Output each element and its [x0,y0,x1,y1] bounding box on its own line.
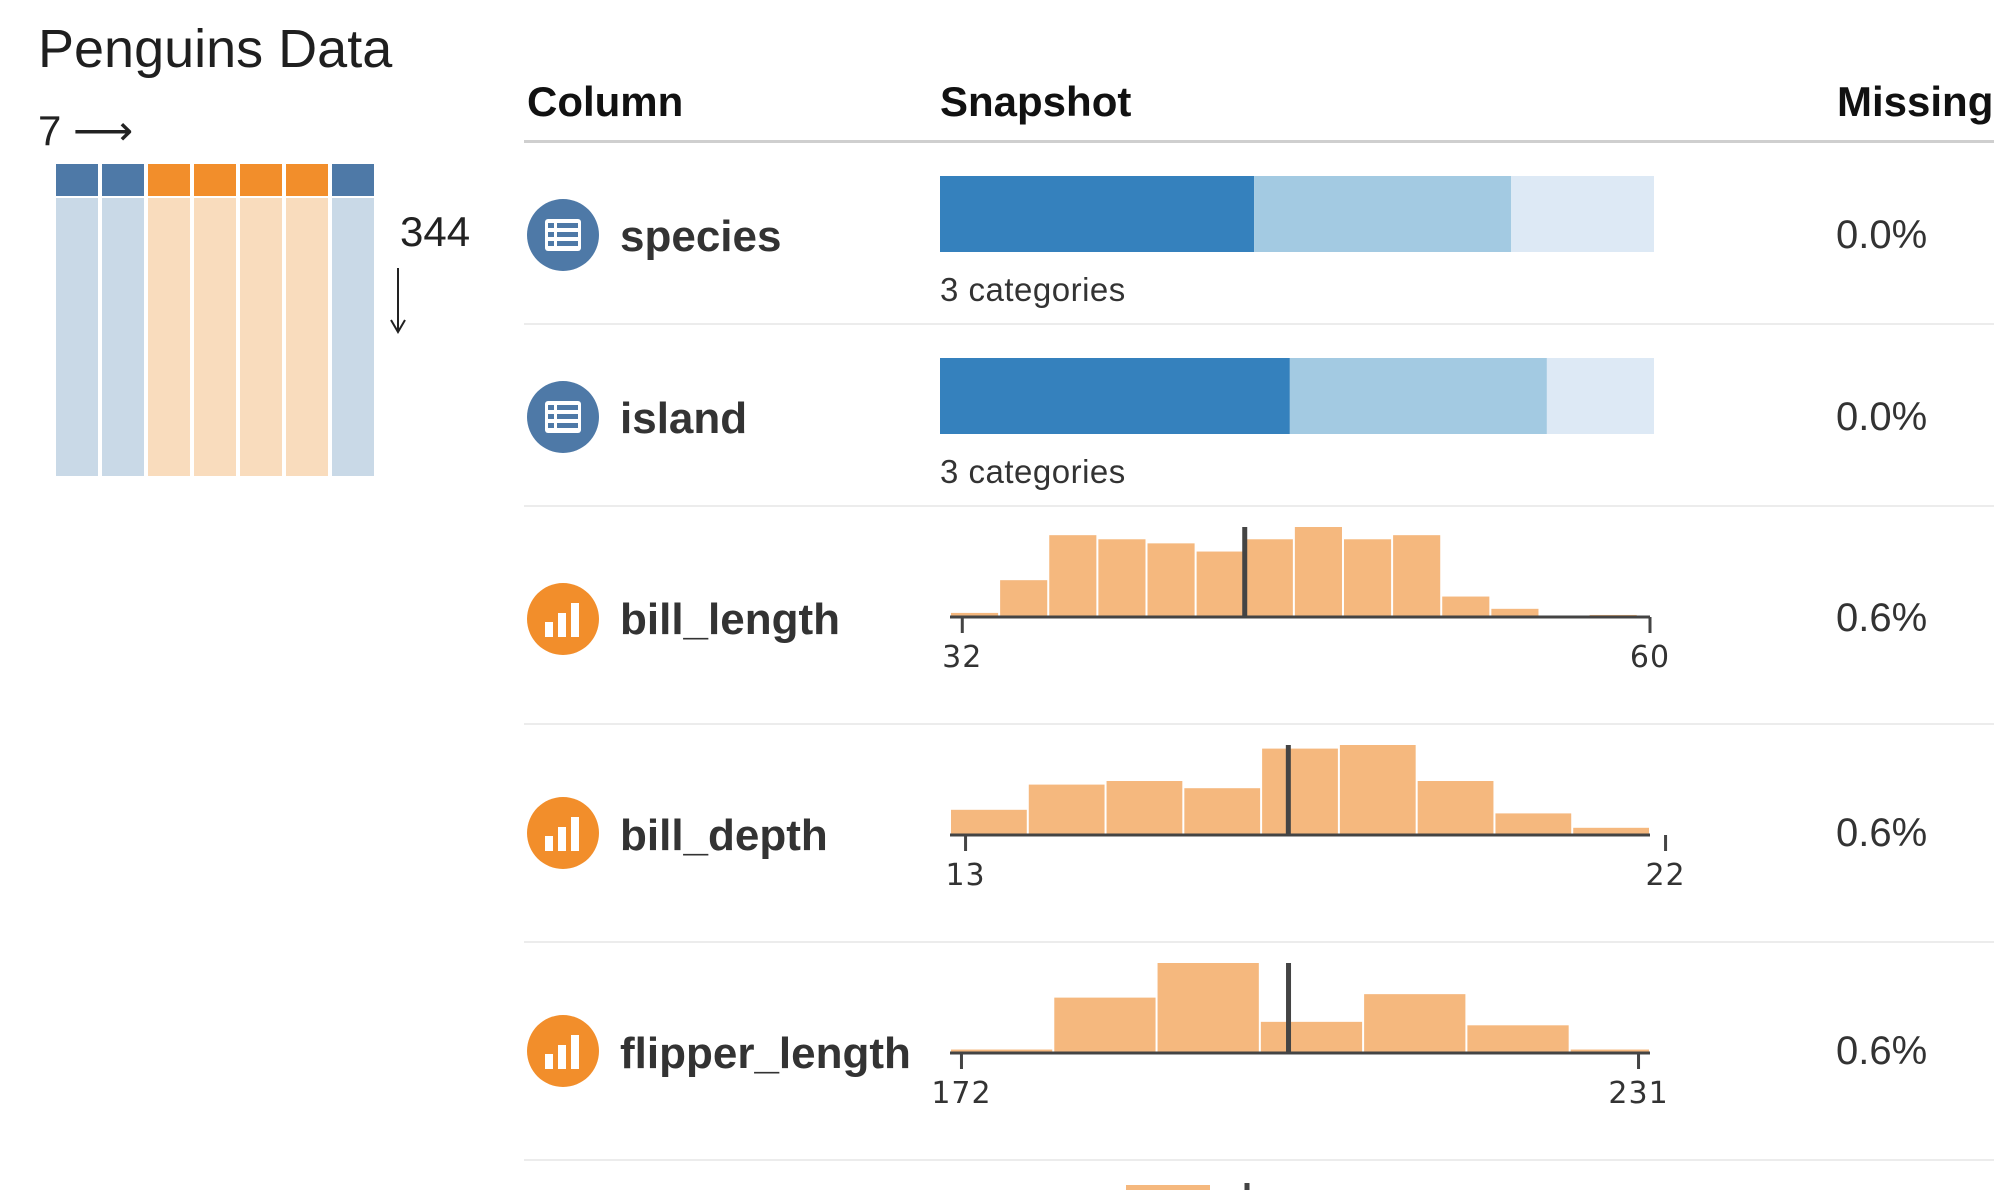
category-segment[interactable] [940,358,1290,434]
down-arrow-head [390,319,406,334]
histogram-bar[interactable] [1098,539,1146,617]
table-row[interactable]: bill_depth 13 22 0.6% [0,725,1994,941]
row-divider [524,1159,1994,1161]
table-row[interactable]: island 3 categories 0.0% [0,325,1994,505]
column-count: 7 ⟶ [38,106,133,155]
histogram: 32 60 [942,527,1670,675]
histogram-bar[interactable] [1467,1025,1569,1053]
x-tick-label: 13 [945,858,985,893]
overview-column-header-categorical [56,164,98,196]
histogram-bar[interactable] [951,612,999,617]
overview-column-body-categorical [56,198,98,476]
row-divider [524,323,1994,325]
overview-column-body-categorical [332,198,374,476]
histogram-bar[interactable] [1442,596,1490,617]
histogram-bar[interactable] [1049,535,1097,617]
histogram-bar[interactable] [1157,963,1259,1053]
overview-column-body-numeric [148,198,190,476]
category-segment[interactable] [1289,358,1547,434]
histogram-bar[interactable] [1147,543,1195,617]
missing-percent: 0.0% [1836,213,1928,257]
table-row[interactable]: flipper_length 172 231 0.6% [0,943,1994,1159]
category-segment[interactable] [1254,176,1512,252]
histogram-bar-partial [1126,1185,1210,1190]
histogram-bar[interactable] [1028,784,1105,835]
overview-column-body-numeric [194,198,236,476]
histogram-bar[interactable] [1245,539,1293,617]
row-divider [524,723,1994,725]
histogram-bar[interactable] [1495,813,1572,835]
column-header[interactable]: Column [527,78,684,125]
category-segment[interactable] [1546,358,1654,434]
row-divider [524,941,1994,943]
x-tick-label: 22 [1645,858,1685,893]
list-icon [527,199,599,271]
overview-column-header-numeric [148,164,190,196]
x-tick-label: 172 [931,1076,991,1111]
histogram-bar[interactable] [1262,748,1338,835]
overview-column-header-numeric [286,164,328,196]
histogram-bar[interactable] [1000,580,1048,617]
row-count-value: 344 [400,208,471,255]
table-row[interactable]: bill_length 32 60 0.6% [0,507,1994,723]
overview-column-body-categorical [102,198,144,476]
header-divider [524,140,1994,143]
histogram-bar[interactable] [1339,745,1416,835]
column-name: species [620,212,782,261]
missing-percent: 0.6% [1836,811,1928,855]
overview-column-header-numeric [194,164,236,196]
histogram-bar[interactable] [951,809,1027,835]
histogram-bar[interactable] [1417,781,1494,835]
x-tick-label: 231 [1608,1076,1668,1111]
list-icon [527,381,599,453]
overview-column-header-categorical [102,164,144,196]
histogram-bar[interactable] [1196,551,1244,617]
missing-percent: 0.0% [1836,395,1928,439]
category-segment[interactable] [940,176,1255,252]
category-bar-chart [940,358,1654,434]
histogram-bar[interactable] [1294,527,1342,617]
histogram-bar[interactable] [1364,994,1466,1053]
histogram-bar[interactable] [1573,827,1649,835]
histogram-bar[interactable] [1106,781,1183,835]
column-name: island [620,394,748,443]
snapshot-header[interactable]: Snapshot [940,78,1132,125]
histogram-bar[interactable] [951,1049,1053,1053]
histogram-bar[interactable] [1491,608,1539,617]
missing-percent: 0.6% [1836,596,1928,640]
row-divider [524,505,1994,507]
category-bar-chart [940,176,1654,252]
missing-header[interactable]: Missing [1837,78,1994,125]
histogram: 13 22 [945,745,1685,893]
overview-column-body-numeric [240,198,282,476]
histogram-bar[interactable] [1054,997,1156,1053]
overview-column-body-numeric [286,198,328,476]
category-segment[interactable] [1511,176,1654,252]
histogram: 172 231 [931,963,1668,1111]
x-tick-label: 32 [942,640,982,675]
category-count: 3 categories [940,271,1126,308]
overview-column-header-numeric [240,164,282,196]
column-name: flipper_length [620,1029,911,1078]
table-row[interactable]: species 3 categories 0.0% [0,143,1994,323]
page-title: Penguins Data [38,19,393,79]
bar-chart-icon [527,583,599,655]
overview-column-header-categorical [332,164,374,196]
category-count: 3 categories [940,453,1126,490]
histogram-bar[interactable] [1184,788,1261,835]
histogram-bar[interactable] [1570,1049,1649,1053]
column-name: bill_length [620,595,840,644]
column-name: bill_depth [620,811,828,860]
right-arrow-icon: ⟶ [73,107,134,154]
histogram-bar[interactable] [1260,1021,1363,1053]
column-count-value: 7 [38,107,62,154]
bar-chart-icon [527,797,599,869]
x-tick-label: 60 [1630,640,1670,675]
histogram-bar[interactable] [1393,535,1441,617]
bar-chart-icon [527,1015,599,1087]
histogram-bar[interactable] [1343,539,1392,617]
missing-percent: 0.6% [1836,1029,1928,1073]
dataset-overview-grid [56,164,406,476]
